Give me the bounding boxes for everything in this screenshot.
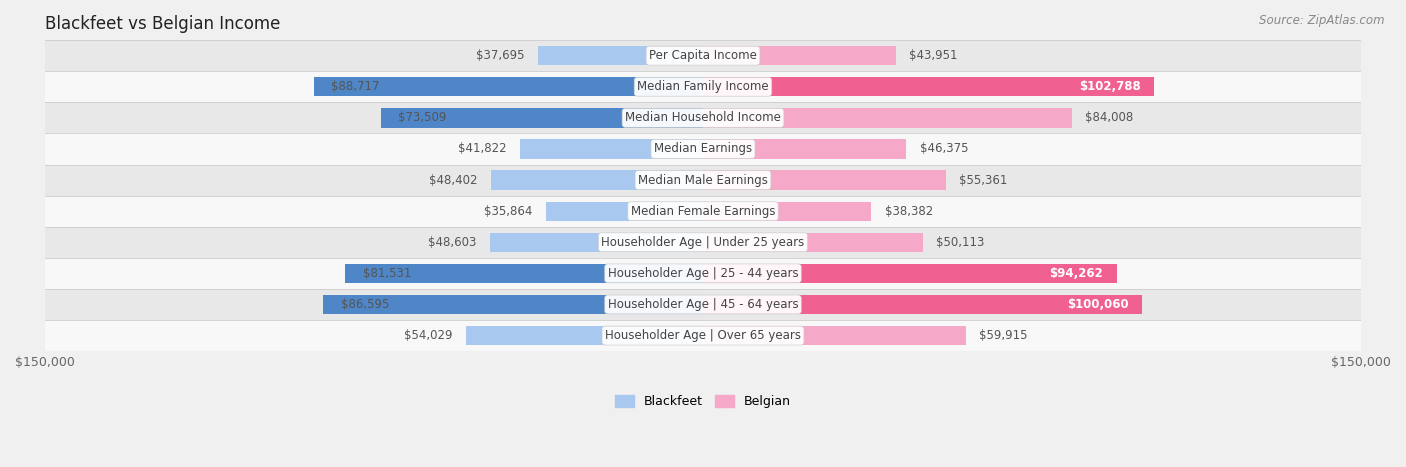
Bar: [45, 289, 1361, 320]
Text: $54,029: $54,029: [405, 329, 453, 342]
Bar: [314, 77, 703, 96]
Text: $35,864: $35,864: [484, 205, 533, 218]
Bar: [45, 226, 1361, 258]
Bar: [45, 40, 1361, 71]
Bar: [703, 202, 872, 221]
Bar: [346, 264, 703, 283]
Bar: [537, 46, 703, 65]
Text: $100,060: $100,060: [1067, 298, 1129, 311]
Text: Per Capita Income: Per Capita Income: [650, 49, 756, 62]
Bar: [703, 139, 907, 159]
Bar: [703, 233, 922, 252]
Text: $37,695: $37,695: [477, 49, 524, 62]
Text: Blackfeet vs Belgian Income: Blackfeet vs Belgian Income: [45, 15, 280, 33]
Text: $43,951: $43,951: [908, 49, 957, 62]
Bar: [703, 326, 966, 345]
Bar: [703, 46, 896, 65]
Bar: [381, 108, 703, 127]
Text: Householder Age | 45 - 64 years: Householder Age | 45 - 64 years: [607, 298, 799, 311]
Bar: [703, 295, 1142, 314]
Text: $102,788: $102,788: [1078, 80, 1140, 93]
Bar: [45, 196, 1361, 226]
Text: Householder Age | Under 25 years: Householder Age | Under 25 years: [602, 236, 804, 249]
Text: Median Female Earnings: Median Female Earnings: [631, 205, 775, 218]
Bar: [703, 77, 1154, 96]
Text: Householder Age | 25 - 44 years: Householder Age | 25 - 44 years: [607, 267, 799, 280]
Legend: Blackfeet, Belgian: Blackfeet, Belgian: [610, 390, 796, 413]
Bar: [45, 258, 1361, 289]
Bar: [520, 139, 703, 159]
Text: $81,531: $81,531: [363, 267, 411, 280]
Text: $55,361: $55,361: [959, 174, 1008, 186]
Bar: [489, 233, 703, 252]
Bar: [45, 320, 1361, 351]
Bar: [491, 170, 703, 190]
Text: $48,603: $48,603: [429, 236, 477, 249]
Text: $86,595: $86,595: [340, 298, 389, 311]
Text: $50,113: $50,113: [936, 236, 984, 249]
Text: Median Earnings: Median Earnings: [654, 142, 752, 156]
Text: $73,509: $73,509: [398, 111, 447, 124]
Text: Source: ZipAtlas.com: Source: ZipAtlas.com: [1260, 14, 1385, 27]
Text: Median Family Income: Median Family Income: [637, 80, 769, 93]
Text: Median Household Income: Median Household Income: [626, 111, 780, 124]
Text: $88,717: $88,717: [332, 80, 380, 93]
Bar: [45, 164, 1361, 196]
Bar: [703, 108, 1071, 127]
Text: $94,262: $94,262: [1050, 267, 1104, 280]
Text: $41,822: $41,822: [458, 142, 506, 156]
Text: $59,915: $59,915: [979, 329, 1028, 342]
Bar: [45, 71, 1361, 102]
Bar: [323, 295, 703, 314]
Text: Householder Age | Over 65 years: Householder Age | Over 65 years: [605, 329, 801, 342]
Bar: [45, 134, 1361, 164]
Bar: [45, 102, 1361, 134]
Bar: [465, 326, 703, 345]
Text: $38,382: $38,382: [884, 205, 932, 218]
Text: $48,402: $48,402: [429, 174, 478, 186]
Bar: [703, 170, 946, 190]
Bar: [703, 264, 1116, 283]
Bar: [546, 202, 703, 221]
Text: $84,008: $84,008: [1084, 111, 1133, 124]
Text: $46,375: $46,375: [920, 142, 969, 156]
Text: Median Male Earnings: Median Male Earnings: [638, 174, 768, 186]
